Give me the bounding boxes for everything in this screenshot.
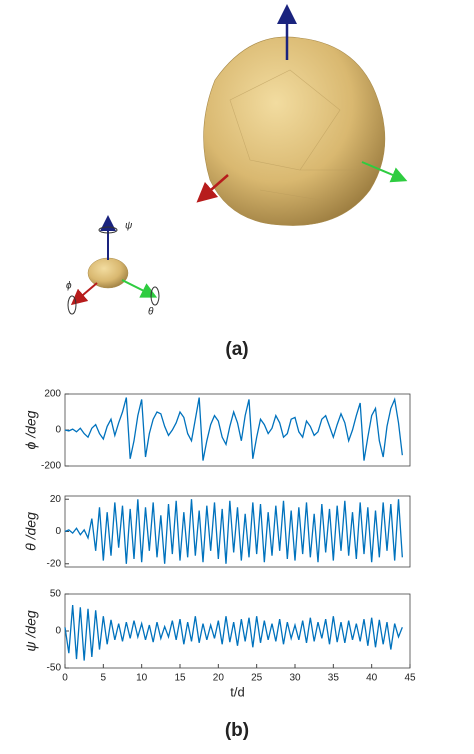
y-tick-label: 0 [55, 626, 61, 637]
x-axis-label: t/d [230, 684, 244, 699]
panel-label: (b) [225, 720, 249, 741]
y-tick-label: 20 [50, 494, 62, 505]
y-axis-label: θ /deg [23, 512, 39, 551]
y-tick-label: -20 [47, 558, 62, 569]
y-tick-label: 200 [44, 389, 61, 400]
data-line [64, 499, 403, 564]
x-tick-label: 10 [136, 673, 148, 684]
psi-label: ψ [125, 221, 133, 232]
y-tick-label: 0 [55, 526, 61, 537]
x-tick-label: 15 [174, 673, 186, 684]
x-tick-label: 0 [62, 673, 68, 684]
x-tick-label: 35 [328, 673, 340, 684]
data-line [64, 605, 403, 661]
y-tick-label: 0 [55, 425, 61, 436]
data-line [64, 397, 403, 461]
y-axis-label: ϕ /deg [23, 410, 39, 449]
y-axis-label: ψ /deg [23, 610, 39, 652]
x-tick-label: 20 [213, 673, 225, 684]
y-tick-label: -50 [47, 663, 62, 674]
y-tick-label: -200 [41, 461, 61, 472]
asteroid-illustration [67, 4, 408, 315]
x-tick-label: 40 [366, 673, 378, 684]
x-tick-label: 5 [101, 673, 107, 684]
theta-label: θ [148, 307, 154, 318]
x-tick-label: 45 [404, 673, 416, 684]
x-tick-label: 30 [289, 673, 301, 684]
panel-label: (a) [225, 339, 248, 360]
y-tick-label: 50 [50, 589, 62, 600]
phi-label: ϕ [66, 281, 72, 292]
x-tick-label: 25 [251, 673, 263, 684]
